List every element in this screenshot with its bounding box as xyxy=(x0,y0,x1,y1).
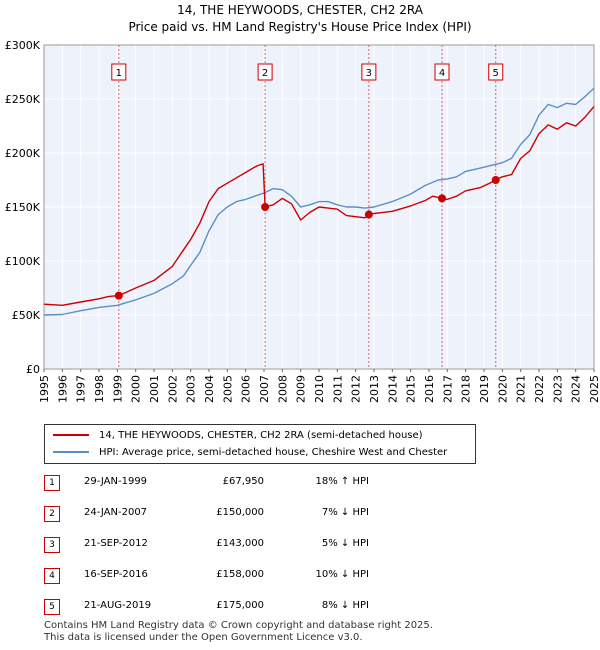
x-tick-label: 1995 xyxy=(38,375,51,403)
chart-title: 14, THE HEYWOODS, CHESTER, CH2 2RA xyxy=(177,3,423,17)
x-tick-label: 2013 xyxy=(368,375,381,403)
x-tick-label: 2011 xyxy=(331,375,344,403)
y-tick-label: £250K xyxy=(5,93,41,106)
sale-date: 24-JAN-2007 xyxy=(84,507,148,518)
sale-hpi-diff: 18% ↑ HPI xyxy=(315,476,369,487)
legend-label-hpi: HPI: Average price, semi-detached house,… xyxy=(99,446,448,458)
price-chart: 1 2 3 4 5 £0 £50K £100K £150K £200K £250K £300K 1995… xyxy=(5,39,600,403)
x-tick-label: 2018 xyxy=(460,375,473,403)
footer-attribution: Contains HM Land Registry data © Crown c… xyxy=(44,620,433,644)
legend-item-property: 14, THE HEYWOODS, CHESTER, CH2 2RA (semi… xyxy=(53,427,423,443)
sale-number-badge: 5 xyxy=(44,599,60,615)
x-tick-label: 1999 xyxy=(111,375,124,403)
x-tick-label: 2023 xyxy=(551,375,564,403)
x-tick-label: 2012 xyxy=(350,375,363,403)
y-tick-label: £50K xyxy=(12,309,41,322)
x-tick-label: 2002 xyxy=(166,375,179,403)
chart-subtitle: Price paid vs. HM Land Registry's House … xyxy=(128,20,472,34)
sale-price: £143,000 xyxy=(216,538,264,549)
x-tick-label: 2003 xyxy=(185,375,198,403)
x-tick-label: 2024 xyxy=(570,375,583,403)
y-tick-label: £300K xyxy=(5,39,41,52)
x-tick-label: 2000 xyxy=(130,375,143,403)
sale-hpi-diff: 7% ↓ HPI xyxy=(321,507,369,518)
sale-date: 29-JAN-1999 xyxy=(84,476,148,487)
y-tick-label: £0 xyxy=(26,363,40,376)
x-tick-label: 2007 xyxy=(258,375,271,403)
sale-date: 16-SEP-2016 xyxy=(84,569,148,580)
sale-point xyxy=(438,194,447,203)
hpi-series-line xyxy=(43,87,595,316)
sale-date: 21-SEP-2012 xyxy=(84,538,148,549)
sale-number-badge: 2 xyxy=(44,506,60,522)
x-tick-label: 1997 xyxy=(75,375,88,403)
sale-marker-box xyxy=(257,63,273,81)
y-tick-label: £100K xyxy=(5,255,41,268)
legend-label-property: 14, THE HEYWOODS, CHESTER, CH2 2RA (semi… xyxy=(99,429,423,441)
sale-number-badge: 1 xyxy=(44,475,60,491)
y-tick-label: £200K xyxy=(5,147,41,160)
sale-hpi-diff: 10% ↓ HPI xyxy=(315,569,369,580)
sale-number-badge: 4 xyxy=(44,568,60,584)
x-tick-label: 2020 xyxy=(496,375,509,403)
x-tick-label: 2021 xyxy=(515,375,528,403)
x-tick-label: 2010 xyxy=(313,375,326,403)
table-row: 1 29-JAN-1999 £67,950 18% ↑ HPI xyxy=(44,473,394,493)
sale-date: 21-AUG-2019 xyxy=(84,600,152,611)
sale-marker-box xyxy=(361,63,377,81)
x-tick-label: 2017 xyxy=(441,375,454,403)
x-tick-label: 2025 xyxy=(588,375,600,403)
x-tick-label: 2004 xyxy=(203,375,216,403)
sale-marker-label: 1 xyxy=(116,68,122,79)
x-tick-label: 2022 xyxy=(533,375,546,403)
legend-swatch-property xyxy=(53,434,89,436)
x-tick-label: 2005 xyxy=(221,375,234,403)
x-tick-label: 2008 xyxy=(276,375,289,403)
sale-marker-label: 3 xyxy=(366,68,372,79)
table-row: 4 16-SEP-2016 £158,000 10% ↓ HPI xyxy=(44,566,394,586)
x-tick-label: 1998 xyxy=(93,375,106,403)
table-row: 3 21-SEP-2012 £143,000 5% ↓ HPI xyxy=(44,535,394,555)
footer-line-copyright: Contains HM Land Registry data © Crown c… xyxy=(44,620,433,631)
sale-price: £158,000 xyxy=(216,569,264,580)
chart-title-block: 14, THE HEYWOODS, CHESTER, CH2 2RA Price… xyxy=(0,2,600,36)
sale-marker-box xyxy=(434,63,450,81)
sale-marker-label: 5 xyxy=(493,68,499,79)
sale-point xyxy=(114,291,123,300)
legend-swatch-hpi xyxy=(53,451,89,453)
legend-item-hpi: HPI: Average price, semi-detached house,… xyxy=(53,444,447,460)
sale-marker-box xyxy=(488,63,504,81)
x-tick-label: 2015 xyxy=(405,375,418,403)
sale-point xyxy=(364,210,373,219)
x-tick-label: 2019 xyxy=(478,375,491,403)
x-tick-label: 2016 xyxy=(423,375,436,403)
sale-point xyxy=(491,176,500,184)
sale-hpi-diff: 8% ↓ HPI xyxy=(321,600,369,611)
property-series-line xyxy=(43,106,595,306)
footer-line-licence: This data is licensed under the Open Gov… xyxy=(44,632,363,643)
x-tick-label: 2009 xyxy=(295,375,308,403)
sale-price: £175,000 xyxy=(216,600,264,611)
sale-price: £67,950 xyxy=(222,476,264,487)
x-tick-label: 2014 xyxy=(386,375,399,403)
x-tick-label: 2006 xyxy=(240,375,253,403)
table-row: 2 24-JAN-2007 £150,000 7% ↓ HPI xyxy=(44,504,394,524)
x-tick-label: 1996 xyxy=(56,375,69,403)
table-row: 5 21-AUG-2019 £175,000 8% ↓ HPI xyxy=(44,597,394,617)
sale-marker-label: 4 xyxy=(439,68,445,79)
sale-hpi-diff: 5% ↓ HPI xyxy=(321,538,369,549)
sale-number-badge: 3 xyxy=(44,537,60,553)
sale-marker-label: 2 xyxy=(262,68,268,79)
y-tick-label: £150K xyxy=(5,201,41,214)
sale-point xyxy=(261,203,270,211)
sale-marker-box xyxy=(111,63,127,81)
sale-price: £150,000 xyxy=(216,507,264,518)
chart-legend: 14, THE HEYWOODS, CHESTER, CH2 2RA (semi… xyxy=(44,424,476,464)
x-tick-label: 2001 xyxy=(148,375,161,403)
